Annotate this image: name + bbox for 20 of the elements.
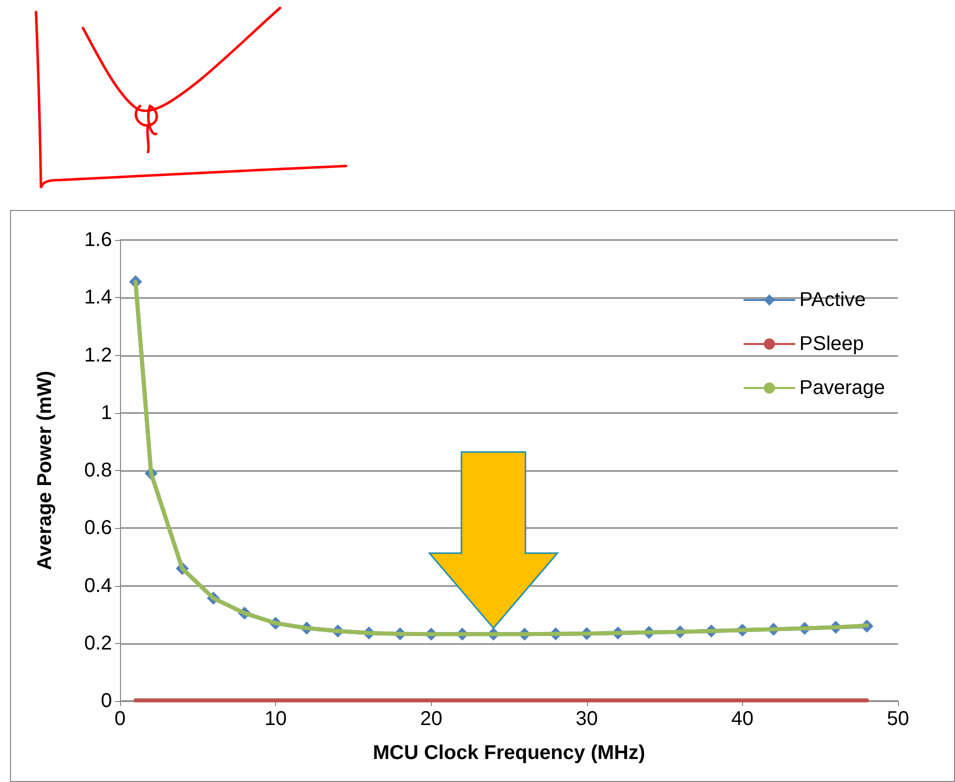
y-tick-label: 1.6 xyxy=(84,229,112,251)
y-tick-label: 0 xyxy=(100,690,112,712)
x-tick-label: 10 xyxy=(264,708,287,730)
x-tick-label: 20 xyxy=(420,708,442,730)
y-tick-label: 1.4 xyxy=(84,286,112,309)
x-tick-label: 50 xyxy=(886,708,910,730)
y-axis-title: Average Power (mW) xyxy=(34,370,56,570)
y-tick-label: 0.4 xyxy=(84,574,112,597)
legend-label: Paverage xyxy=(799,377,886,399)
x-tick-label: 0 xyxy=(114,708,126,730)
x-axis-title: MCU Clock Frequency (MHz) xyxy=(372,742,646,764)
y-tick-label: 1.2 xyxy=(84,344,112,366)
y-tick-label: 1 xyxy=(100,402,112,424)
y-tick-label: 0.6 xyxy=(84,517,112,540)
x-tick-label: 30 xyxy=(576,708,598,730)
x-tick-label: 40 xyxy=(731,708,754,730)
legend-label: PSleep xyxy=(799,333,864,355)
y-tick-label: 0.2 xyxy=(84,632,112,654)
y-tick-label: 0.8 xyxy=(84,460,112,482)
legend-label: PActive xyxy=(799,289,866,311)
